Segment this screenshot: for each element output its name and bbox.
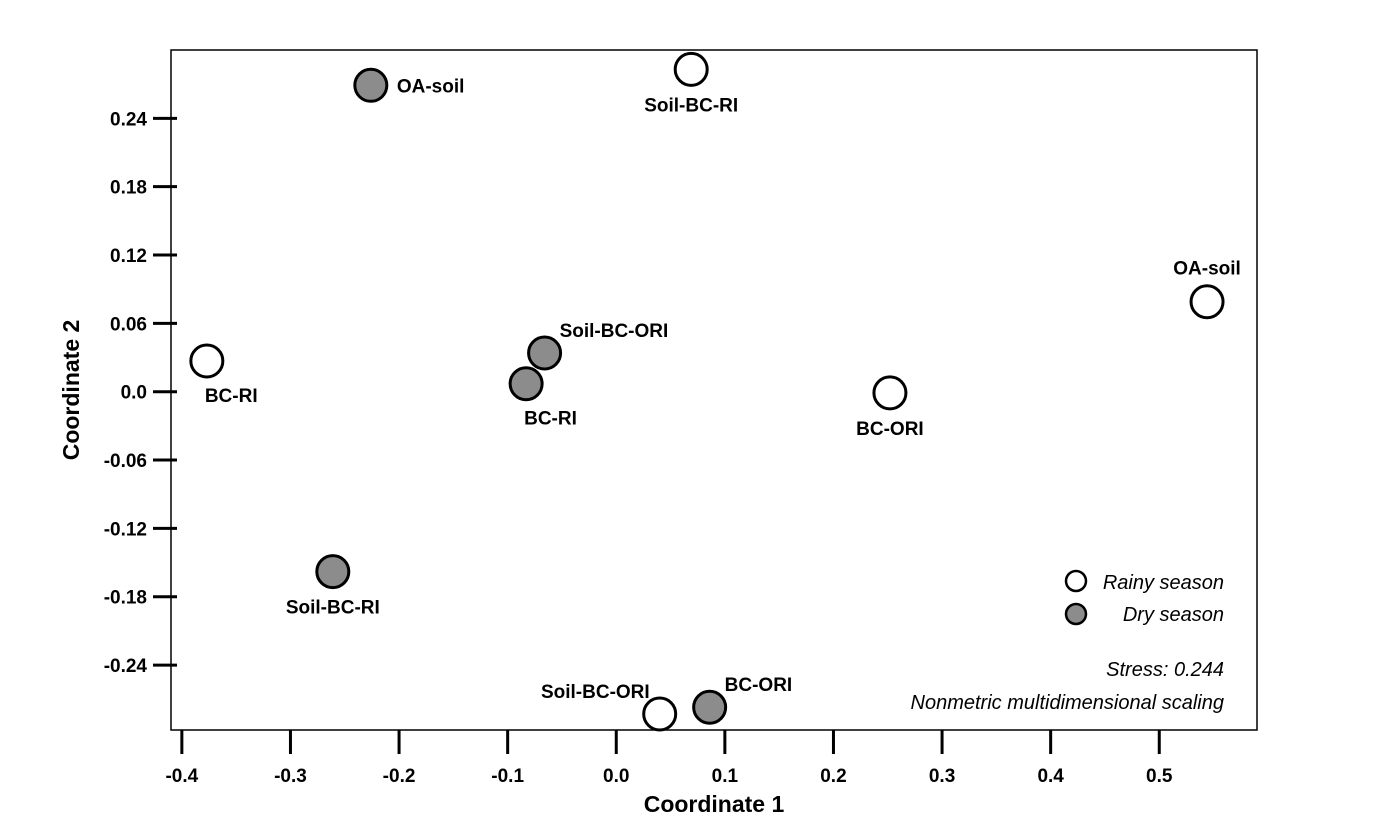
y-tick-label: -0.18 xyxy=(104,588,147,609)
x-tick-label: -0.2 xyxy=(383,766,416,787)
x-tick-label: -0.4 xyxy=(165,766,198,787)
point-label-rainy-season-soil-bc-ori: Soil-BC-ORI xyxy=(541,682,650,703)
x-tick-label: 0.1 xyxy=(712,766,739,787)
point-label-dry-season-oa-soil: OA-soil xyxy=(397,76,465,97)
point-label-dry-season-bc-ori: BC-ORI xyxy=(725,675,793,696)
x-tick-label: -0.3 xyxy=(274,766,307,787)
point-label-rainy-season-bc-ori: BC-ORI xyxy=(856,419,924,440)
axis-ticks: -0.4 -0.3 -0.2 -0.1 0.0 0.1 0.2 0.3 0.4 0.5 0.24 0.… xyxy=(104,109,1173,787)
legend: Rainy season Dry season xyxy=(1064,569,1224,626)
point-label-dry-season-bc-ri: BC-RI xyxy=(524,409,577,430)
point-rainy-season-bc-ri xyxy=(189,343,225,379)
point-label-rainy-season-bc-ri: BC-RI xyxy=(205,386,258,407)
x-tick-label: 0.5 xyxy=(1146,766,1173,787)
y-tick-label: 0.18 xyxy=(110,178,147,199)
y-tick-label: -0.24 xyxy=(104,656,148,677)
stress-note: Stress: 0.244 xyxy=(1106,659,1224,681)
x-tick-label: 0.4 xyxy=(1037,766,1064,787)
x-tick-label: 0.0 xyxy=(603,766,629,787)
x-tick-label: 0.3 xyxy=(929,766,955,787)
point-dry-season-soil-bc-ori xyxy=(527,335,563,371)
legend-marker-dry-season xyxy=(1064,602,1088,626)
point-rainy-season-bc-ori xyxy=(872,375,908,411)
y-tick-label: -0.06 xyxy=(104,451,147,472)
method-note: Nonmetric multidimensional scaling xyxy=(911,692,1224,714)
point-label-dry-season-soil-bc-ori: Soil-BC-ORI xyxy=(560,321,669,342)
y-tick-label: -0.12 xyxy=(104,519,147,540)
y-axis-label: Coordinate 2 xyxy=(58,320,84,461)
point-label-dry-season-soil-bc-ri: Soil-BC-RI xyxy=(286,598,380,619)
legend-marker-rainy-season xyxy=(1064,569,1088,593)
y-tick-label: 0.06 xyxy=(110,314,147,335)
point-label-rainy-season-oa-soil: OA-soil xyxy=(1173,259,1241,280)
point-dry-season-soil-bc-ri xyxy=(315,554,351,590)
point-rainy-season-soil-bc-ori xyxy=(642,696,678,732)
data-points: Soil-BC-RI OA-soil BC-RI BC-ORI Soil-BC-ORI O… xyxy=(189,51,1241,732)
point-dry-season-oa-soil xyxy=(353,67,389,103)
point-dry-season-bc-ri xyxy=(508,366,544,402)
point-dry-season-bc-ori xyxy=(692,689,728,725)
plot-frame xyxy=(170,49,1258,731)
point-rainy-season-soil-bc-ri xyxy=(673,51,709,87)
y-tick-label: 0.24 xyxy=(110,109,147,130)
legend-label-dry-season: Dry season xyxy=(1123,604,1224,626)
x-tick-label: -0.1 xyxy=(491,766,524,787)
y-tick-label: 0.0 xyxy=(121,383,147,404)
point-rainy-season-oa-soil xyxy=(1189,284,1225,320)
x-tick-label: 0.2 xyxy=(820,766,846,787)
y-tick-label: 0.12 xyxy=(110,246,147,267)
x-axis-label: Coordinate 1 xyxy=(644,791,785,817)
point-label-rainy-season-soil-bc-ri: Soil-BC-RI xyxy=(644,95,738,116)
legend-label-rainy-season: Rainy season xyxy=(1103,572,1224,594)
